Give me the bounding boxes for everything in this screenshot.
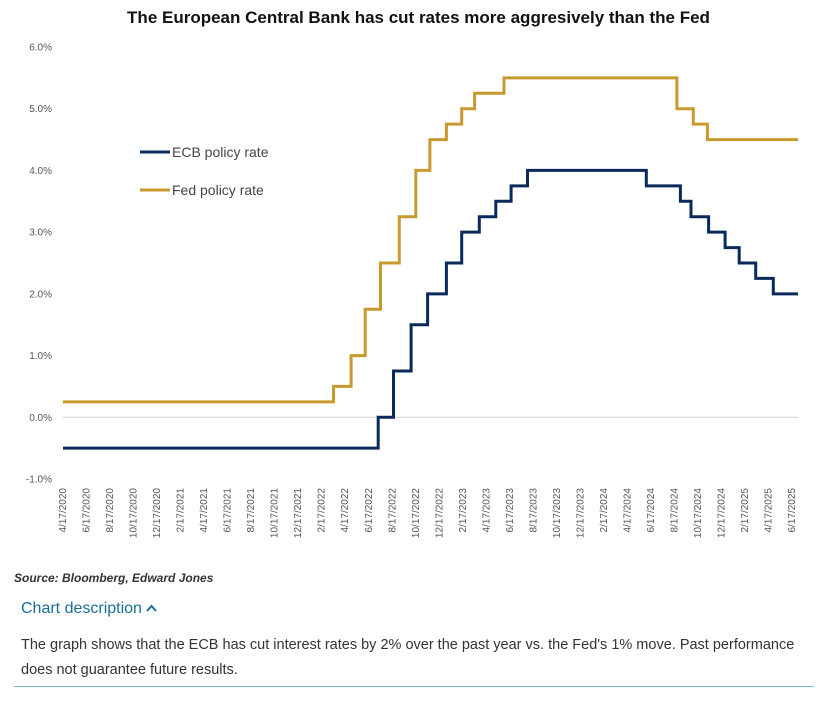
x-tick-label: 2/17/2021 (176, 488, 187, 533)
x-tick-label: 10/17/2020 (129, 488, 140, 538)
x-tick-label: 6/17/2025 (787, 488, 798, 533)
x-tick-label: 4/17/2025 (764, 488, 775, 533)
y-tick-label: -1.0% (26, 475, 52, 486)
x-tick-label: 4/17/2022 (340, 488, 351, 533)
y-tick-label: 5.0% (29, 104, 52, 115)
x-tick-label: 2/17/2022 (317, 488, 328, 533)
x-tick-label: 2/17/2023 (458, 488, 469, 533)
y-tick-label: 3.0% (29, 228, 52, 239)
x-tick-label: 6/17/2023 (505, 488, 516, 533)
legend-label: Fed policy rate (172, 182, 264, 198)
x-tick-label: 12/17/2023 (575, 488, 586, 538)
x-tick-label: 4/17/2020 (58, 488, 69, 533)
x-tick-label: 6/17/2022 (364, 488, 375, 533)
x-tick-label: 6/17/2024 (646, 488, 657, 533)
chart-description-text: The graph shows that the ECB has cut int… (21, 637, 795, 678)
y-tick-label: 6.0% (29, 43, 52, 54)
x-tick-label: 8/17/2020 (105, 488, 116, 533)
x-tick-label: 10/17/2024 (693, 488, 704, 538)
x-tick-label: 2/17/2024 (599, 488, 610, 533)
x-tick-label: 12/17/2024 (717, 488, 728, 538)
x-tick-label: 8/17/2024 (670, 488, 681, 533)
chevron-up-icon (146, 601, 157, 615)
legend-label: ECB policy rate (172, 144, 269, 160)
x-tick-label: 8/17/2022 (387, 488, 398, 533)
y-tick-label: 4.0% (29, 166, 52, 177)
x-tick-label: 8/17/2021 (246, 488, 257, 533)
x-tick-label: 10/17/2022 (411, 488, 422, 538)
x-tick-label: 4/17/2023 (481, 488, 492, 533)
chart-source: Source: Bloomberg, Edward Jones (14, 571, 214, 585)
x-tick-label: 4/17/2021 (199, 488, 210, 533)
y-tick-label: 1.0% (29, 351, 52, 362)
x-tick-label: 4/17/2024 (622, 488, 633, 533)
chart-description-toggle[interactable]: Chart description (21, 600, 157, 618)
x-tick-label: 12/17/2020 (152, 488, 163, 538)
y-tick-label: 0.0% (29, 413, 52, 424)
chart-plot: -1.0% 0.0% 1.0% 2.0% 3.0% 4.0% 5.0% 6.0% 4/17/20… (26, 43, 798, 539)
x-tick-label: 12/17/2021 (293, 488, 304, 538)
x-tick-label: 6/17/2021 (223, 488, 234, 533)
y-tick-label: 2.0% (29, 289, 52, 300)
divider (14, 686, 814, 687)
chart-title: The European Central Bank has cut rates … (127, 8, 710, 27)
x-tick-label: 8/17/2023 (528, 488, 539, 533)
x-tick-label: 2/17/2025 (740, 488, 751, 533)
x-tick-label: 6/17/2020 (82, 488, 93, 533)
x-tick-label: 10/17/2021 (270, 488, 281, 538)
chart-description-label: Chart description (21, 600, 142, 617)
x-tick-label: 10/17/2023 (552, 488, 563, 538)
series-line-fed (63, 76, 798, 404)
series-line-ecb (63, 168, 798, 450)
x-tick-label: 12/17/2022 (434, 488, 445, 538)
